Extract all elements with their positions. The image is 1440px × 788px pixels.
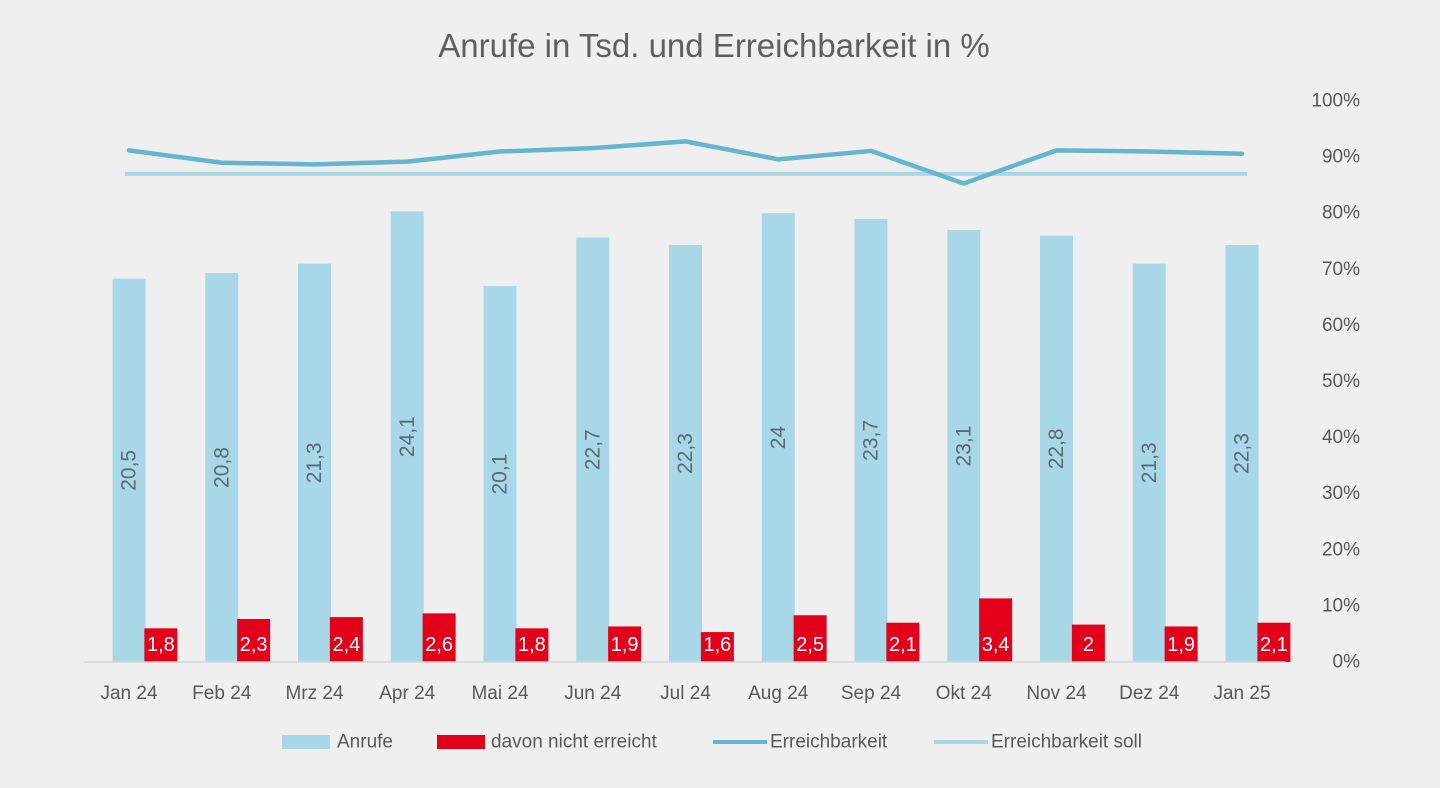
nicht-erreicht-bar bbox=[1164, 626, 1198, 662]
anrufe-data-label: 21,3 bbox=[1138, 442, 1161, 483]
category-label: Nov 24 bbox=[1026, 683, 1087, 704]
category-label: Feb 24 bbox=[192, 683, 252, 704]
nicht-erreicht-data-label: 1,9 bbox=[1167, 634, 1195, 656]
legend: Anrufe davon nicht erreicht Erreichbarkeit… bbox=[282, 732, 1142, 753]
anrufe-data-label: 22,8 bbox=[1045, 428, 1068, 469]
y-tick-label: 30% bbox=[1322, 483, 1360, 504]
nicht-erreicht-bar bbox=[422, 613, 456, 662]
nicht-erreicht-data-label: 2 bbox=[1083, 634, 1094, 656]
anrufe-data-label: 24,1 bbox=[396, 416, 419, 457]
y-tick-label: 100% bbox=[1311, 91, 1360, 112]
anrufe-bars: 20,5 20,8 21,324,120,122,7 22,3 24 23,7 23,1 22… bbox=[112, 211, 1259, 663]
category-label: Jun 24 bbox=[564, 683, 621, 704]
nicht-erreicht-bar bbox=[515, 628, 549, 662]
category-label: Okt 24 bbox=[936, 683, 992, 704]
anrufe-data-label: 24 bbox=[767, 426, 790, 450]
erreichbarkeit-line bbox=[126, 139, 1245, 186]
legend-swatch bbox=[437, 735, 485, 749]
category-label: Dez 24 bbox=[1119, 683, 1180, 704]
nicht-erreicht-bar bbox=[979, 598, 1013, 662]
anrufe-data-label: 22,3 bbox=[674, 433, 697, 474]
nicht-erreicht-bar bbox=[793, 615, 827, 662]
anrufe-data-label: 20,8 bbox=[210, 447, 233, 488]
category-label: Mrz 24 bbox=[285, 683, 344, 704]
legend-label: Anrufe bbox=[337, 732, 393, 753]
anrufe-data-label: 23,1 bbox=[952, 426, 975, 467]
category-label: Aug 24 bbox=[748, 683, 809, 704]
y-tick-label: 90% bbox=[1322, 147, 1360, 168]
chart-title: Anrufe in Tsd. und Erreichbarkeit in % bbox=[438, 27, 990, 64]
y-tick-label: 50% bbox=[1322, 371, 1360, 392]
y-tick-label: 0% bbox=[1333, 652, 1361, 673]
anrufe-bar bbox=[298, 263, 331, 662]
nicht-erreicht-data-label: 2,6 bbox=[425, 634, 453, 656]
nicht-erreicht-data-label: 1,8 bbox=[518, 634, 546, 656]
anrufe-bar bbox=[483, 286, 517, 662]
legend-label: davon nicht erreicht bbox=[491, 732, 658, 753]
category-label: Jan 24 bbox=[100, 683, 157, 704]
anrufe-bar bbox=[669, 244, 702, 663]
legend-label: Erreichbarkeit bbox=[770, 732, 888, 753]
y-tick-label: 10% bbox=[1322, 595, 1360, 616]
nicht-erreicht-bar bbox=[1257, 622, 1291, 662]
nicht-erreicht-bar bbox=[700, 632, 734, 662]
nicht-erreicht-data-label: 2,5 bbox=[796, 634, 824, 656]
anrufe-bar bbox=[947, 230, 981, 662]
anrufe-bar bbox=[390, 211, 424, 662]
y-tick-label: 80% bbox=[1322, 203, 1360, 224]
y-tick-label: 60% bbox=[1322, 315, 1360, 336]
nicht-erreicht-bar bbox=[608, 626, 642, 662]
nicht-erreicht-data-label: 2,1 bbox=[889, 634, 917, 656]
nicht-erreicht-data-label: 3,4 bbox=[982, 634, 1010, 656]
nicht-erreicht-bar bbox=[144, 628, 178, 662]
nicht-erreicht-bar bbox=[237, 618, 271, 662]
anrufe-bar bbox=[1040, 235, 1073, 662]
legend-swatch bbox=[282, 735, 330, 749]
anrufe-bar bbox=[112, 278, 146, 662]
category-label: Jan 25 bbox=[1213, 683, 1270, 704]
y-tick-label: 20% bbox=[1322, 539, 1360, 560]
anrufe-data-label: 20,1 bbox=[489, 454, 512, 495]
anrufe-data-label: 22,7 bbox=[581, 429, 604, 470]
nicht-erreicht-bars: 1,8 2,3 2,4 2,6 1,8 1,9 1,6 2,5 2,1 3,4 2 1,9 2,1 bbox=[144, 598, 1291, 662]
category-label: Apr 24 bbox=[379, 683, 435, 704]
secondary-axis-ticks: 0% 10% 20% 30% 40% 50% 60% 70% 80% 90% 100% bbox=[1311, 91, 1360, 673]
category-label: Mai 24 bbox=[471, 683, 528, 704]
nicht-erreicht-data-label: 2,4 bbox=[332, 634, 360, 656]
nicht-erreicht-data-label: 2,1 bbox=[1260, 634, 1288, 656]
y-tick-label: 70% bbox=[1322, 259, 1360, 280]
nicht-erreicht-data-label: 1,9 bbox=[611, 634, 639, 656]
category-label: Sep 24 bbox=[841, 683, 902, 704]
anrufe-data-label: 20,5 bbox=[118, 450, 141, 491]
anrufe-bar bbox=[854, 218, 888, 662]
legend-label: Erreichbarkeit soll bbox=[991, 732, 1142, 753]
anrufe-data-label: 22,3 bbox=[1231, 433, 1254, 474]
category-labels: Jan 24 Feb 24 Mrz 24 Apr 24 Mai 24 Jun 24 Jul … bbox=[100, 683, 1270, 704]
nicht-erreicht-data-label: 2,3 bbox=[240, 634, 268, 656]
nicht-erreicht-bar bbox=[886, 622, 920, 662]
y-tick-label: 40% bbox=[1322, 427, 1360, 448]
nicht-erreicht-bar bbox=[1071, 624, 1105, 662]
category-label: Jul 24 bbox=[660, 683, 711, 704]
anrufe-bar bbox=[205, 273, 239, 662]
anrufe-bar bbox=[576, 237, 610, 662]
anrufe-data-label: 23,7 bbox=[860, 420, 883, 461]
anrufe-data-label: 21,3 bbox=[303, 442, 326, 483]
nicht-erreicht-data-label: 1,8 bbox=[147, 634, 175, 656]
line-series bbox=[125, 139, 1247, 186]
nicht-erreicht-bar bbox=[329, 617, 363, 662]
nicht-erreicht-data-label: 1,6 bbox=[703, 634, 731, 656]
anrufe-bar bbox=[761, 213, 795, 662]
anrufe-bar bbox=[1132, 263, 1166, 662]
anrufe-bar bbox=[1225, 244, 1259, 663]
